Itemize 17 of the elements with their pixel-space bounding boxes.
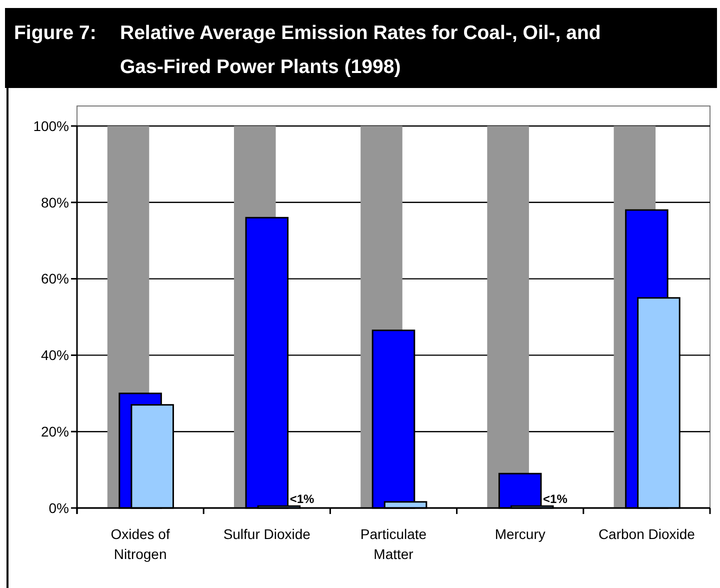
category-label: Nitrogen — [114, 546, 167, 562]
category-label: Particulate — [360, 526, 427, 542]
category-label: Mercury — [494, 526, 546, 542]
data-label: <1% — [543, 492, 568, 506]
y-tick-label: 20% — [40, 424, 69, 440]
chart-title: Figure 7: Relative Average Emission Rates for Coal-, Oil-, and Gas-Fired Power Plants (1998) — [14, 22, 601, 78]
bar — [487, 126, 529, 508]
category-label: Matter — [374, 546, 414, 562]
data-label: <1% — [290, 492, 314, 506]
y-tick-label: 100% — [33, 118, 69, 134]
category-label: Sulfur Dioxide — [223, 526, 310, 542]
y-tick-label: 60% — [40, 270, 69, 287]
y-tick-label: 80% — [40, 194, 69, 210]
y-tick-label: 0% — [48, 500, 69, 516]
category-label: Oxides of — [110, 526, 170, 542]
y-tick-label: 40% — [40, 347, 69, 364]
category-label: Carbon Dioxide — [598, 526, 695, 542]
